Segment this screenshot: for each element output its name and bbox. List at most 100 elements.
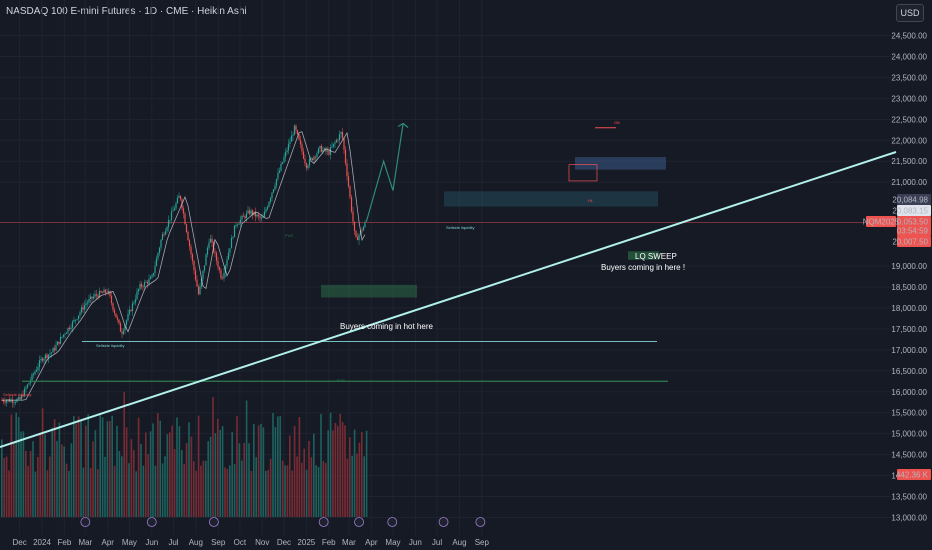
x-tick-label: Dec: [277, 538, 291, 547]
volume-bar: [349, 437, 351, 517]
candle-body: [350, 196, 353, 212]
candle-body: [341, 131, 344, 139]
candle-body: [43, 358, 45, 361]
volume-bar: [128, 463, 130, 517]
candle-body: [223, 272, 225, 279]
event-icon: [475, 517, 486, 527]
candle-body: [82, 307, 84, 310]
candle-body: [169, 219, 171, 221]
volume-bar: [34, 471, 37, 517]
candle-body: [172, 210, 174, 212]
volume-bar: [3, 457, 5, 517]
candle-body: [238, 223, 240, 225]
moving-average-line: [2, 131, 366, 401]
volume-bar: [241, 460, 243, 517]
candle-body: [85, 303, 87, 306]
candle-body: [53, 348, 56, 351]
price-tag-last-bg: [897, 194, 931, 205]
candle-body: [355, 230, 357, 238]
volume-bar: [92, 441, 94, 517]
volume-bar: [13, 443, 15, 517]
volume-bar: [308, 440, 310, 517]
candle-body: [289, 141, 291, 144]
candle-body: [52, 348, 54, 353]
volume-bar: [185, 443, 188, 517]
volume-bar: [109, 421, 111, 517]
candle-body: [91, 296, 93, 299]
candle-body: [121, 331, 123, 334]
candle-body: [25, 387, 27, 389]
candle-body: [140, 283, 143, 287]
volume-tag-bg: [897, 469, 931, 480]
lq-zone: [628, 251, 659, 260]
candle-body: [179, 195, 182, 200]
candle-body: [290, 135, 293, 142]
candle-body: [134, 299, 137, 303]
lq-sweep-label: LQ SWEEP: [635, 252, 677, 261]
candle-body: [50, 352, 53, 354]
candle-body: [235, 225, 237, 227]
candle-body: [343, 138, 345, 150]
price-axis[interactable]: 24,500.00 24,000.00 23,500.00 23,000.00 22,5…: [891, 32, 927, 523]
candle-body: [344, 149, 347, 164]
ob-label: OB: [614, 120, 620, 125]
price-tag-d: 20,007.50: [892, 238, 928, 247]
volume-bar: [118, 450, 121, 517]
candle-body: [242, 215, 245, 217]
volume-bar: [236, 416, 238, 517]
volume-bar: [147, 454, 149, 517]
y-tick-label: 15,000.00: [891, 430, 927, 439]
candle-body: [110, 296, 113, 304]
candle-body: [64, 333, 66, 335]
candle-body: [200, 278, 203, 287]
time-axis[interactable]: Dec 2024 Feb Mar Apr May Jun Jul Aug Sep Oct Nov Dec…: [12, 517, 489, 548]
candle-body: [206, 247, 209, 255]
volume-bar: [337, 425, 339, 517]
candle-body: [230, 238, 233, 249]
event-icon: [354, 517, 364, 527]
volume-bar: [260, 423, 262, 517]
candle-body: [184, 213, 186, 225]
y-tick-label: 23,000.00: [891, 94, 927, 103]
candle-body: [313, 156, 315, 161]
y-tick-label: 17,000.00: [891, 346, 927, 355]
currency-button[interactable]: USD: [896, 4, 924, 22]
demand-zone-aug: [321, 284, 417, 298]
candle-body: [211, 238, 213, 243]
projection-arrowhead: [397, 122, 409, 128]
candle-body: [194, 270, 197, 280]
volume-bar: [10, 414, 13, 517]
candle-body: [47, 354, 50, 359]
candle-body: [86, 302, 89, 304]
candle-body: [127, 314, 129, 321]
x-tick-label: 2024: [33, 538, 51, 547]
candle-body: [118, 319, 120, 324]
candle-body: [362, 226, 365, 231]
volume-bar: [142, 465, 145, 517]
annotations: Buyers coming in hot here LQ SWEEP Buyers …: [3, 120, 685, 397]
volume-bar: [85, 425, 87, 517]
candle-body: [146, 281, 149, 284]
candle-body: [62, 334, 65, 337]
candle-body: [158, 247, 161, 254]
candle-body: [79, 312, 81, 316]
volume-bar: [49, 456, 51, 517]
volume-bar: [332, 430, 334, 517]
candle-body: [65, 332, 68, 334]
y-tick-label: 17,500.00: [891, 325, 927, 334]
candle-body: [103, 289, 105, 293]
candle-body: [10, 399, 12, 402]
volume-bar: [238, 443, 241, 517]
candle-body: [13, 402, 15, 404]
candle-body: [308, 159, 311, 166]
x-tick-label: Oct: [234, 538, 247, 547]
y-tick-label: 18,000.00: [891, 304, 927, 313]
candle-body: [23, 388, 26, 397]
x-tick-label: Sep: [211, 538, 226, 547]
candle-body: [244, 216, 246, 219]
volume-bar: [149, 431, 152, 517]
x-tick-label: 2025: [297, 538, 315, 547]
candle-body: [149, 277, 152, 280]
volume-bar: [272, 412, 274, 517]
